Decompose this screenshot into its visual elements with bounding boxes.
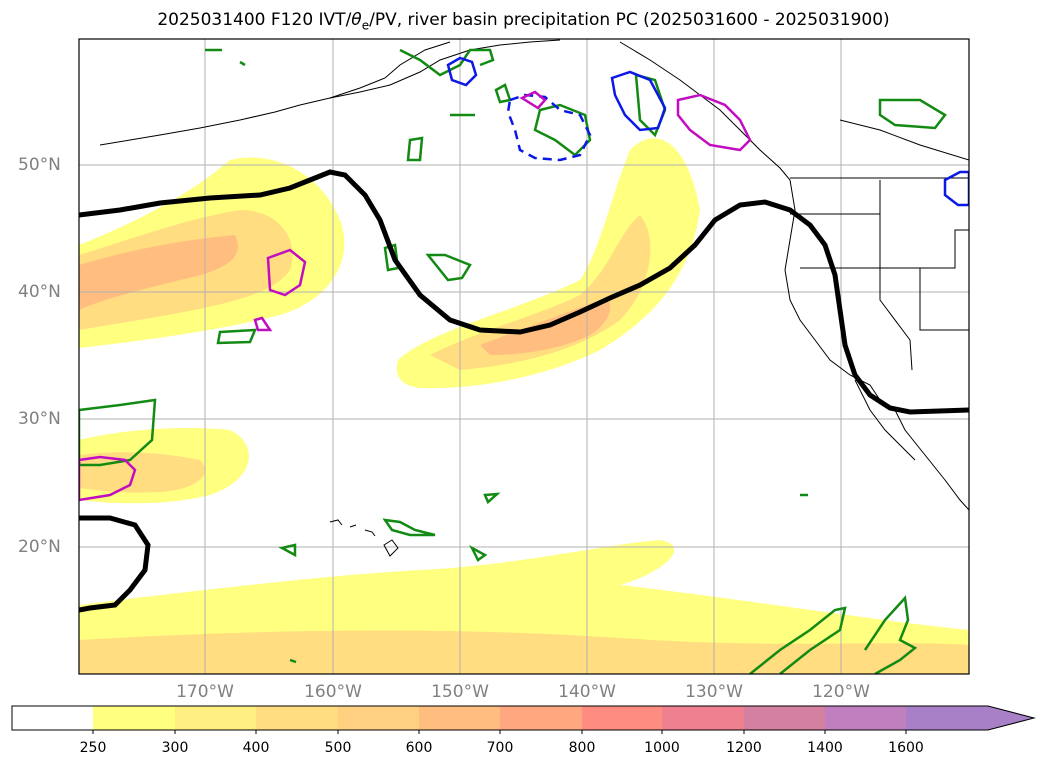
colorbar-segment-5 [419, 706, 500, 730]
colorbar-label-1400: 1400 [807, 740, 843, 756]
green-contour-dot-1 [289, 658, 297, 664]
hawaii-islands [329, 519, 376, 537]
colorbar-segment-9 [744, 706, 825, 730]
lat-label-40n: 40°N [18, 282, 61, 302]
blue-contour-gulf [446, 56, 478, 87]
title-prefix: 2025031400 F120 IVT/ [157, 10, 352, 30]
magenta-contours [79, 90, 752, 502]
title-suffix: /PV, river basin precipitation PC (20250… [369, 10, 890, 30]
green-contour-hawaii-3 [469, 545, 488, 562]
state-border-5 [920, 229, 969, 269]
colorbar-segment-0 [12, 706, 93, 730]
magenta-contour-mid [266, 248, 307, 297]
colorbar-label-800: 800 [568, 740, 596, 756]
green-contour-mid-3 [216, 328, 257, 345]
lat-label-30n: 30°N [18, 409, 61, 429]
colorbar-label-1200: 1200 [726, 740, 762, 756]
colorbar-segment-1 [93, 706, 175, 730]
green-contour-hawaii-2 [278, 543, 297, 558]
green-contour-south-2 [863, 595, 918, 674]
blue-contour-bc [610, 70, 667, 132]
green-contour-south-1 [749, 606, 847, 674]
colorbar-outline [11, 705, 1036, 731]
jet-contour-southwest [79, 515, 151, 613]
colorbar-segment-11 [906, 706, 1034, 730]
blue-contour-east [943, 170, 969, 207]
alaska-inner-coast [329, 41, 451, 99]
colorbar-segment-4 [338, 706, 419, 730]
colorbar [11, 705, 1036, 734]
alaska-coast [99, 39, 561, 146]
map-title: 2025031400 F120 IVT/θe/PV, river basin p… [0, 10, 1047, 32]
green-contour-southwest [79, 398, 157, 467]
jet-contour-main [79, 169, 969, 415]
green-contours [79, 48, 947, 674]
lon-label-140w: 140°W [558, 682, 616, 702]
bc-coast [619, 41, 791, 181]
colorbar-label-300: 300 [161, 740, 189, 756]
lon-label-150w: 150°W [431, 682, 489, 702]
state-border-4 [879, 268, 913, 371]
west-coast [784, 179, 969, 511]
lon-label-130w: 130°W [685, 682, 743, 702]
lon-label-160w: 160°W [304, 682, 362, 702]
magenta-contour-mid-small [253, 316, 273, 332]
magenta-contour-bc [676, 93, 752, 152]
gridlines [79, 39, 969, 674]
colorbar-segment-7 [582, 706, 662, 730]
canada-province-border [839, 119, 969, 161]
colorbar-segment-6 [500, 706, 582, 730]
green-contour-gulf-3 [406, 136, 424, 162]
green-contour-gulf-1 [399, 48, 495, 77]
baja-peninsula [854, 379, 916, 461]
title-theta: θ [351, 10, 362, 30]
colorbar-segment-2 [175, 706, 256, 730]
green-contour-aleutian-2 [239, 60, 246, 67]
blue-contours [446, 56, 969, 207]
colorbar-label-500: 500 [324, 740, 352, 756]
green-contour-mid-2 [425, 253, 472, 282]
colorbar-label-600: 600 [405, 740, 433, 756]
state-border-3 [880, 267, 969, 331]
colorbar-label-700: 700 [486, 740, 514, 756]
magenta-contour-southwest [79, 455, 137, 502]
green-contour-nw-canada [878, 98, 947, 130]
ivt-region-west-core [79, 235, 238, 310]
colorbar-ticks [92, 730, 907, 734]
coastlines [99, 39, 969, 557]
magenta-contour-gulf [519, 90, 547, 110]
lat-label-50n: 50°N [18, 155, 61, 175]
colorbar-label-1600: 1600 [888, 740, 924, 756]
title-theta-sub: e [361, 18, 370, 33]
green-contour-hawaii-1 [382, 518, 436, 537]
lon-label-170w: 170°W [176, 682, 234, 702]
lon-label-120w: 120°W [812, 682, 870, 702]
colorbar-label-1000: 1000 [644, 740, 680, 756]
jet-contours [79, 169, 969, 613]
colorbar-label-250: 250 [79, 740, 107, 756]
colorbar-segment-8 [662, 706, 744, 730]
colorbar-label-400: 400 [242, 740, 270, 756]
colorbar-segment-10 [825, 706, 906, 730]
map-frame [78, 38, 970, 675]
lat-label-20n: 20°N [18, 537, 61, 557]
ivt-region-south-inner [79, 630, 969, 674]
blue-contour-gulf-dashed [506, 93, 592, 162]
colorbar-segment-3 [256, 706, 338, 730]
hawaii-big-island [383, 539, 399, 557]
green-contour-hawaii-4 [483, 492, 501, 505]
